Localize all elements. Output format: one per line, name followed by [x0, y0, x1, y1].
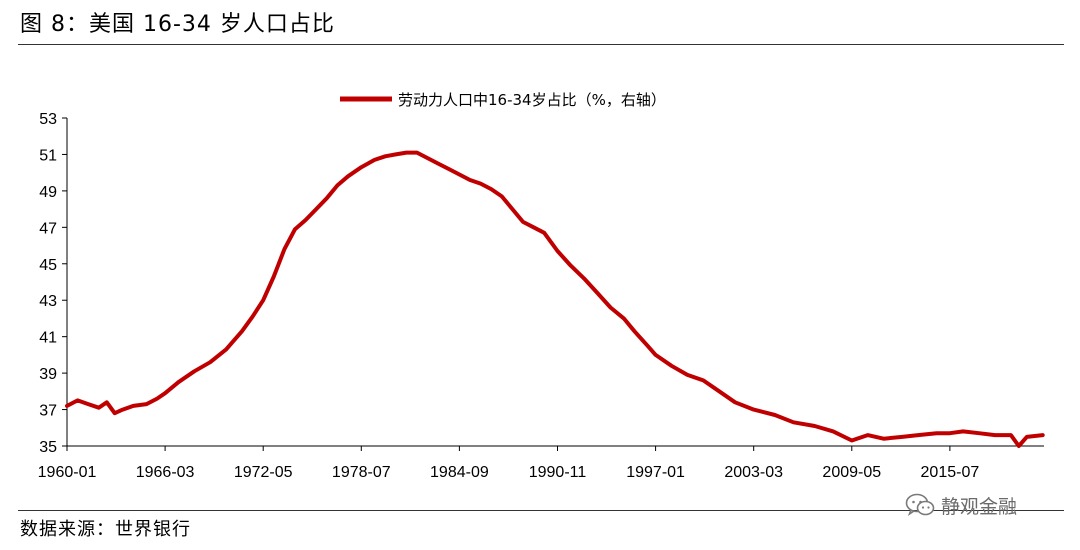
- y-tick-label: 45: [39, 257, 57, 274]
- x-tick-label: 1990-11: [529, 464, 587, 481]
- x-tick-label: 1960-01: [38, 464, 97, 481]
- y-tick-label: 47: [39, 220, 57, 237]
- y-tick-label: 51: [39, 147, 57, 164]
- x-tick-label: 1984-09: [430, 464, 489, 481]
- y-tick-label: 43: [39, 293, 57, 310]
- y-tick-label: 53: [39, 111, 57, 128]
- watermark: 静观金融: [905, 490, 1017, 520]
- x-tick-label: 1972-05: [234, 464, 293, 481]
- data-source-note: 数据来源：世界银行: [20, 519, 191, 540]
- x-tick-label: 1966-03: [136, 464, 195, 481]
- y-tick-label: 37: [39, 403, 57, 420]
- x-tick-label: 2015-07: [921, 464, 980, 481]
- x-tick-label: 2003-03: [724, 464, 783, 481]
- chart-axes: 35 37 39 41 43 45 47 49 51 53 1960-01 1966-03 1972-0…: [38, 111, 1044, 481]
- x-tick-label: 1978-07: [332, 464, 391, 481]
- chart-series: [65, 150, 1045, 448]
- series-line: [65, 150, 1045, 448]
- chart-legend: 劳动力人口中16-34岁占比（%，右轴）: [340, 91, 666, 109]
- legend-label: 劳动力人口中16-34岁占比（%，右轴）: [398, 91, 666, 109]
- watermark-text: 静观金融: [941, 495, 1018, 518]
- figure-title: 图 8：美国 16-34 岁人口占比: [20, 12, 335, 37]
- x-tick-label: 2009-05: [822, 464, 881, 481]
- y-tick-label: 49: [39, 184, 57, 201]
- y-tick-label: 39: [39, 366, 57, 383]
- x-tick-label: 1997-01: [626, 464, 685, 481]
- title-divider: [18, 44, 1064, 45]
- footer-divider: [18, 510, 1064, 511]
- y-tick-label: 41: [39, 330, 57, 347]
- wechat-icon: [905, 493, 935, 517]
- y-tick-label: 35: [39, 439, 57, 456]
